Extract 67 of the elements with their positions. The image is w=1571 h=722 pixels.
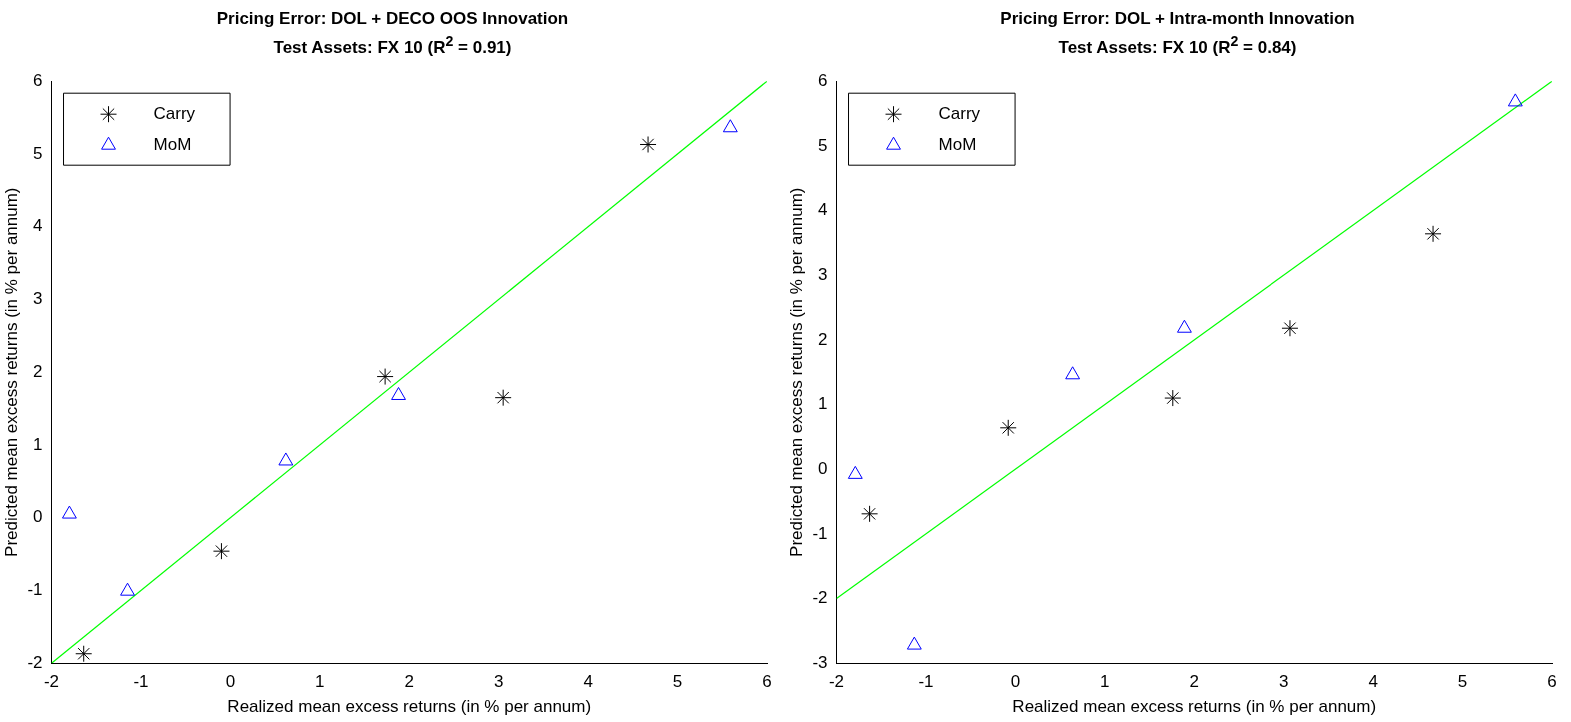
point (999, 419, 1017, 437)
y-tick-label: 1 (33, 434, 43, 454)
x-tick-label: 4 (1368, 672, 1378, 692)
chart-subtitle: Test Assets: FX 10 (R$^{2}$ = 0.84) (1057, 32, 1298, 59)
x-tick-label: 5 (672, 672, 683, 692)
chart-title: Pricing Error: DOL + Intra-month Innovation (999, 8, 1356, 30)
legend-label: Carry (153, 103, 196, 123)
x-tick-label: -1 (918, 672, 934, 692)
legend-label: MoM (153, 134, 192, 154)
x-tick-label: 2 (404, 672, 414, 692)
point (861, 505, 879, 523)
y-tick-label: -1 (812, 523, 828, 543)
x-tick-label: 1 (1100, 672, 1110, 692)
y-tick-label: 0 (33, 507, 43, 527)
y-tick-label: 0 (818, 458, 828, 478)
x-tick-label: 3 (1278, 672, 1289, 692)
x-axis-title: Realized mean excess returns (in % per annum) (1012, 697, 1377, 717)
point (75, 645, 93, 663)
point (212, 542, 230, 560)
y-tick-label: -2 (812, 588, 828, 608)
point (1507, 93, 1523, 107)
x-tick-label: 4 (583, 672, 593, 692)
y-tick-label: 3 (33, 289, 43, 309)
x-axis-title: Realized mean excess returns (in % per annum) (227, 697, 592, 717)
y-tick-label: 6 (818, 70, 828, 90)
y-tick-label: -1 (27, 580, 43, 600)
chart-subtitle: Test Assets: FX 10 (R$^{2}$ = 0.91) (272, 32, 513, 59)
x-tick-label: 6 (1547, 672, 1557, 692)
point (1176, 319, 1192, 333)
point (1281, 319, 1299, 337)
y-tick-label: 6 (33, 70, 43, 90)
x-tick-label: 3 (493, 672, 504, 692)
legend-label: Carry (938, 103, 981, 123)
x-tick-label: 6 (762, 672, 772, 692)
point (1424, 225, 1442, 243)
y-tick-label: 2 (818, 329, 828, 349)
point (391, 386, 406, 400)
y-tick-label: 4 (818, 200, 828, 220)
point (376, 368, 394, 386)
x-tick-label: -1 (133, 672, 149, 692)
chart-title: Pricing Error: DOL + DECO OOS Innovation (215, 8, 570, 30)
point (278, 452, 294, 466)
point (494, 389, 512, 407)
point (639, 135, 657, 153)
point (906, 636, 922, 650)
y-tick-label: 1 (818, 394, 828, 414)
point (1065, 366, 1081, 380)
x-tick-label: 0 (225, 672, 236, 692)
x-tick-label: 2 (1189, 672, 1199, 692)
x-tick-label: 0 (1010, 672, 1021, 692)
point (61, 505, 77, 519)
y-axis-title: Predicted mean excess returns (in % per annum) (1, 187, 21, 557)
y-tick-label: 5 (818, 135, 828, 155)
point (722, 119, 738, 133)
point (847, 465, 863, 479)
x-tick-label: 1 (315, 672, 325, 692)
y-axis-title: Predicted mean excess returns (in % per annum) (786, 187, 806, 557)
point (1164, 389, 1182, 407)
y-tick-label: 3 (818, 264, 828, 284)
legend-label: MoM (938, 134, 977, 154)
y-tick-label: 5 (33, 143, 43, 163)
x-tick-label: 5 (1457, 672, 1468, 692)
y-tick-label: 2 (33, 361, 43, 381)
y-tick-label: 4 (33, 216, 43, 236)
y-tick-label: -2 (27, 652, 43, 672)
y-tick-label: -3 (812, 652, 828, 672)
point (120, 582, 135, 596)
